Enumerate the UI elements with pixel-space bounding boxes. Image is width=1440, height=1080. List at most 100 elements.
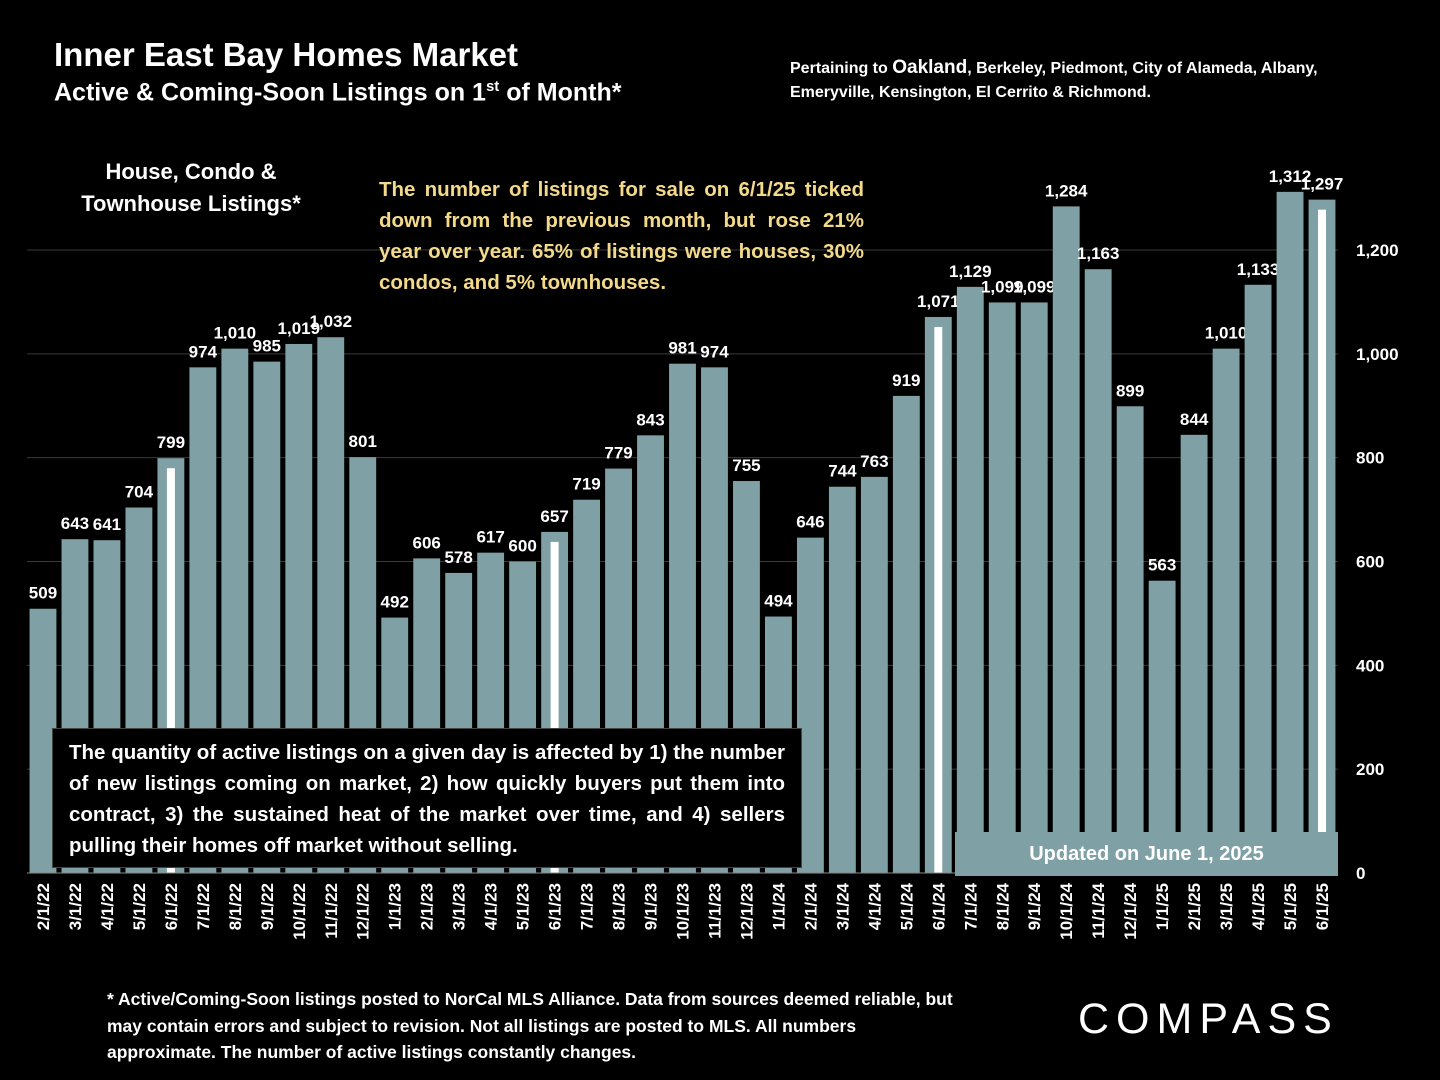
- highlight-marker: [1318, 209, 1327, 873]
- data-label: 799: [157, 433, 185, 452]
- data-label: 719: [572, 475, 600, 494]
- data-label: 1,010: [1205, 324, 1248, 343]
- footnote: * Active/Coming-Soon listings posted to …: [107, 989, 953, 1062]
- y-tick-label: 600: [1356, 553, 1384, 572]
- region-city: Oakland: [892, 57, 968, 78]
- data-label: 981: [668, 339, 696, 358]
- highlight-marker: [166, 468, 175, 873]
- bar: [892, 395, 920, 873]
- data-label: 657: [540, 507, 568, 526]
- highlight-marker: [934, 326, 943, 873]
- x-tick-label: 1/1/25: [1153, 883, 1172, 930]
- x-tick-label: 11/1/23: [705, 883, 724, 939]
- data-label: 779: [604, 444, 632, 463]
- region-rest: , Berkeley, Piedmont, City of Alameda, A…: [790, 60, 1318, 101]
- x-tick-label: 3/1/24: [833, 882, 852, 930]
- data-label: 617: [476, 528, 504, 547]
- x-tick-label: 11/1/22: [322, 883, 341, 939]
- region-note: Pertaining to Oakland, Berkeley, Piedmon…: [790, 56, 1330, 105]
- bar: [1020, 302, 1048, 874]
- bar: [956, 286, 984, 873]
- x-tick-label: 6/1/23: [546, 883, 565, 930]
- x-tick-label: 8/1/22: [226, 883, 245, 930]
- data-label: 646: [796, 513, 824, 532]
- data-label: 899: [1116, 381, 1144, 400]
- subtitle-end: of Month*: [499, 78, 622, 107]
- x-tick-label: 2/1/25: [1185, 883, 1204, 930]
- data-label: 1,297: [1301, 175, 1344, 194]
- bar: [1052, 206, 1080, 873]
- data-label: 492: [381, 593, 409, 612]
- data-label: 1,099: [981, 277, 1024, 296]
- x-tick-label: 5/1/24: [897, 882, 916, 930]
- highlight-marker: [550, 541, 559, 873]
- data-label: 844: [1180, 410, 1209, 429]
- data-label: 801: [349, 432, 377, 451]
- page-title: Inner East Bay Homes Market: [54, 36, 519, 73]
- data-label: 744: [828, 462, 857, 481]
- data-label: 1,129: [949, 262, 992, 281]
- subtitle-main: Active & Coming-Soon Listings on 1: [54, 78, 486, 107]
- bar: [860, 476, 888, 873]
- x-tick-label: 2/1/22: [34, 883, 53, 930]
- x-tick-label: 9/1/24: [1025, 882, 1044, 930]
- bar: [1116, 406, 1144, 873]
- data-label: 1,032: [309, 312, 352, 331]
- x-tick-label: 9/1/23: [642, 883, 661, 930]
- data-label: 1,163: [1077, 244, 1120, 263]
- data-label: 974: [700, 342, 729, 361]
- subtitle-sup: st: [485, 78, 500, 95]
- y-tick-label: 1,000: [1356, 345, 1399, 364]
- explanation-box: The quantity of active listings on a giv…: [52, 728, 802, 868]
- y-tick-label: 400: [1356, 656, 1384, 675]
- data-label: 643: [61, 514, 89, 533]
- x-tick-label: 10/1/23: [674, 883, 693, 940]
- data-label: 919: [892, 371, 920, 390]
- bar: [1084, 269, 1112, 873]
- data-label: 1,133: [1237, 260, 1280, 279]
- x-tick-label: 3/1/23: [450, 883, 469, 930]
- bar: [1276, 191, 1304, 873]
- data-label: 606: [413, 533, 441, 552]
- x-tick-label: 5/1/23: [514, 883, 533, 930]
- bar: [1244, 284, 1272, 873]
- x-tick-label: 2/1/23: [418, 883, 437, 930]
- data-label: 509: [29, 584, 57, 603]
- data-label: 1,312: [1269, 167, 1312, 186]
- data-label: 843: [636, 410, 664, 429]
- x-tick-label: 4/1/25: [1249, 883, 1268, 930]
- data-label: 763: [860, 452, 888, 471]
- region-prefix: Pertaining to: [790, 60, 893, 77]
- data-label: 600: [508, 537, 536, 556]
- x-tick-label: 10/1/22: [290, 883, 309, 940]
- y-tick-label: 200: [1356, 760, 1384, 779]
- x-tick-label: 7/1/24: [961, 882, 980, 930]
- summary-note: The number of listings for sale on 6/1/2…: [379, 178, 864, 294]
- x-tick-label: 1/1/23: [386, 883, 405, 930]
- bar: [988, 302, 1016, 874]
- x-tick-label: 12/1/23: [737, 883, 756, 940]
- data-label: 1,071: [917, 292, 960, 311]
- x-tick-label: 3/1/25: [1217, 883, 1236, 930]
- data-label: 974: [189, 342, 218, 361]
- x-tick-label: 7/1/23: [578, 883, 597, 930]
- x-tick-label: 12/1/22: [354, 883, 373, 940]
- data-label: 1,010: [214, 324, 257, 343]
- x-tick-label: 4/1/22: [98, 883, 117, 930]
- x-tick-label: 5/1/22: [130, 883, 149, 930]
- x-tick-label: 10/1/24: [1057, 882, 1076, 939]
- data-label: 1,284: [1045, 181, 1088, 200]
- data-label: 755: [732, 456, 760, 475]
- x-tick-label: 11/1/24: [1089, 882, 1108, 938]
- bar: [1212, 348, 1240, 873]
- chart-subtitle: Active & Coming-Soon Listings on 1st of …: [54, 78, 622, 107]
- x-tick-label: 5/1/25: [1281, 883, 1300, 930]
- data-label: 1,099: [1013, 277, 1056, 296]
- x-tick-label: 12/1/24: [1121, 882, 1140, 939]
- y-tick-label: 1,200: [1356, 241, 1399, 260]
- x-tick-label: 6/1/22: [162, 883, 181, 930]
- y-tick-label: 800: [1356, 449, 1384, 468]
- x-tick-label: 6/1/25: [1313, 883, 1332, 930]
- x-tick-label: 3/1/22: [66, 883, 85, 930]
